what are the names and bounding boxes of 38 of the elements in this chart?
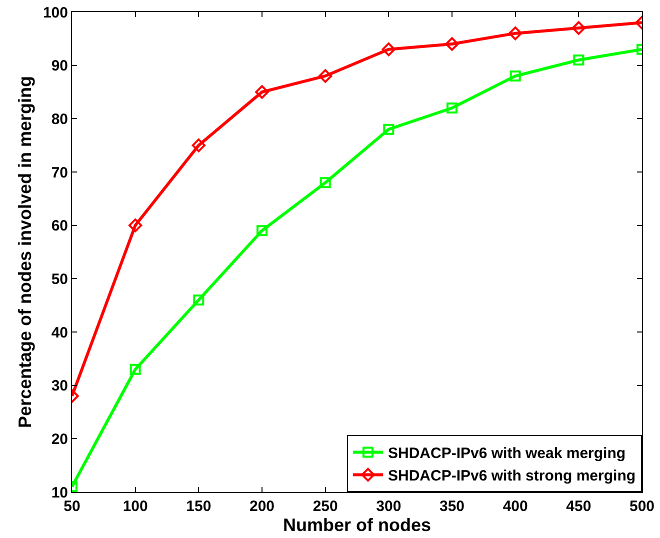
point (383, 124, 394, 135)
point (130, 364, 141, 375)
point (445, 37, 459, 51)
x-tick-label: 150 (186, 498, 212, 515)
point (193, 294, 204, 306)
x-axis-title: Number of nodes (282, 515, 432, 535)
point (510, 70, 521, 82)
point (508, 26, 522, 40)
y-tick-label: 30 (51, 378, 68, 395)
point (573, 54, 584, 66)
x-tick-label: 200 (249, 498, 275, 515)
point (446, 102, 458, 114)
point (572, 21, 586, 35)
y-tick-label: 50 (51, 270, 68, 288)
y-tick-label: 80 (51, 110, 68, 128)
point (320, 177, 331, 188)
y-tick-label: 70 (51, 164, 68, 182)
y-axis-title: Percentage of nodes involved in merging (15, 76, 36, 428)
point (128, 218, 142, 232)
point (382, 42, 396, 56)
point (318, 69, 332, 83)
y-tick-label: 90 (51, 58, 68, 75)
x-tick-label: 400 (502, 498, 528, 515)
y-tick-label: 20 (51, 430, 68, 448)
x-tick-label: 350 (439, 498, 465, 515)
point (192, 138, 206, 152)
y-tick-label: 60 (51, 218, 68, 235)
point (256, 225, 268, 236)
x-tick-label: 300 (376, 498, 402, 515)
y-tick-label: 40 (51, 324, 68, 342)
point (255, 85, 269, 99)
legend-label: SHDACP-IPv6 with weak merging (388, 445, 626, 462)
legend-label: SHDACP-IPv6 with strong merging (388, 468, 636, 485)
x-tick-label: 100 (122, 498, 148, 515)
x-tick-label: 250 (312, 498, 338, 515)
y-tick-label: 100 (42, 4, 68, 22)
x-tick-label: 450 (566, 498, 592, 515)
x-tick-label: 500 (629, 498, 655, 515)
